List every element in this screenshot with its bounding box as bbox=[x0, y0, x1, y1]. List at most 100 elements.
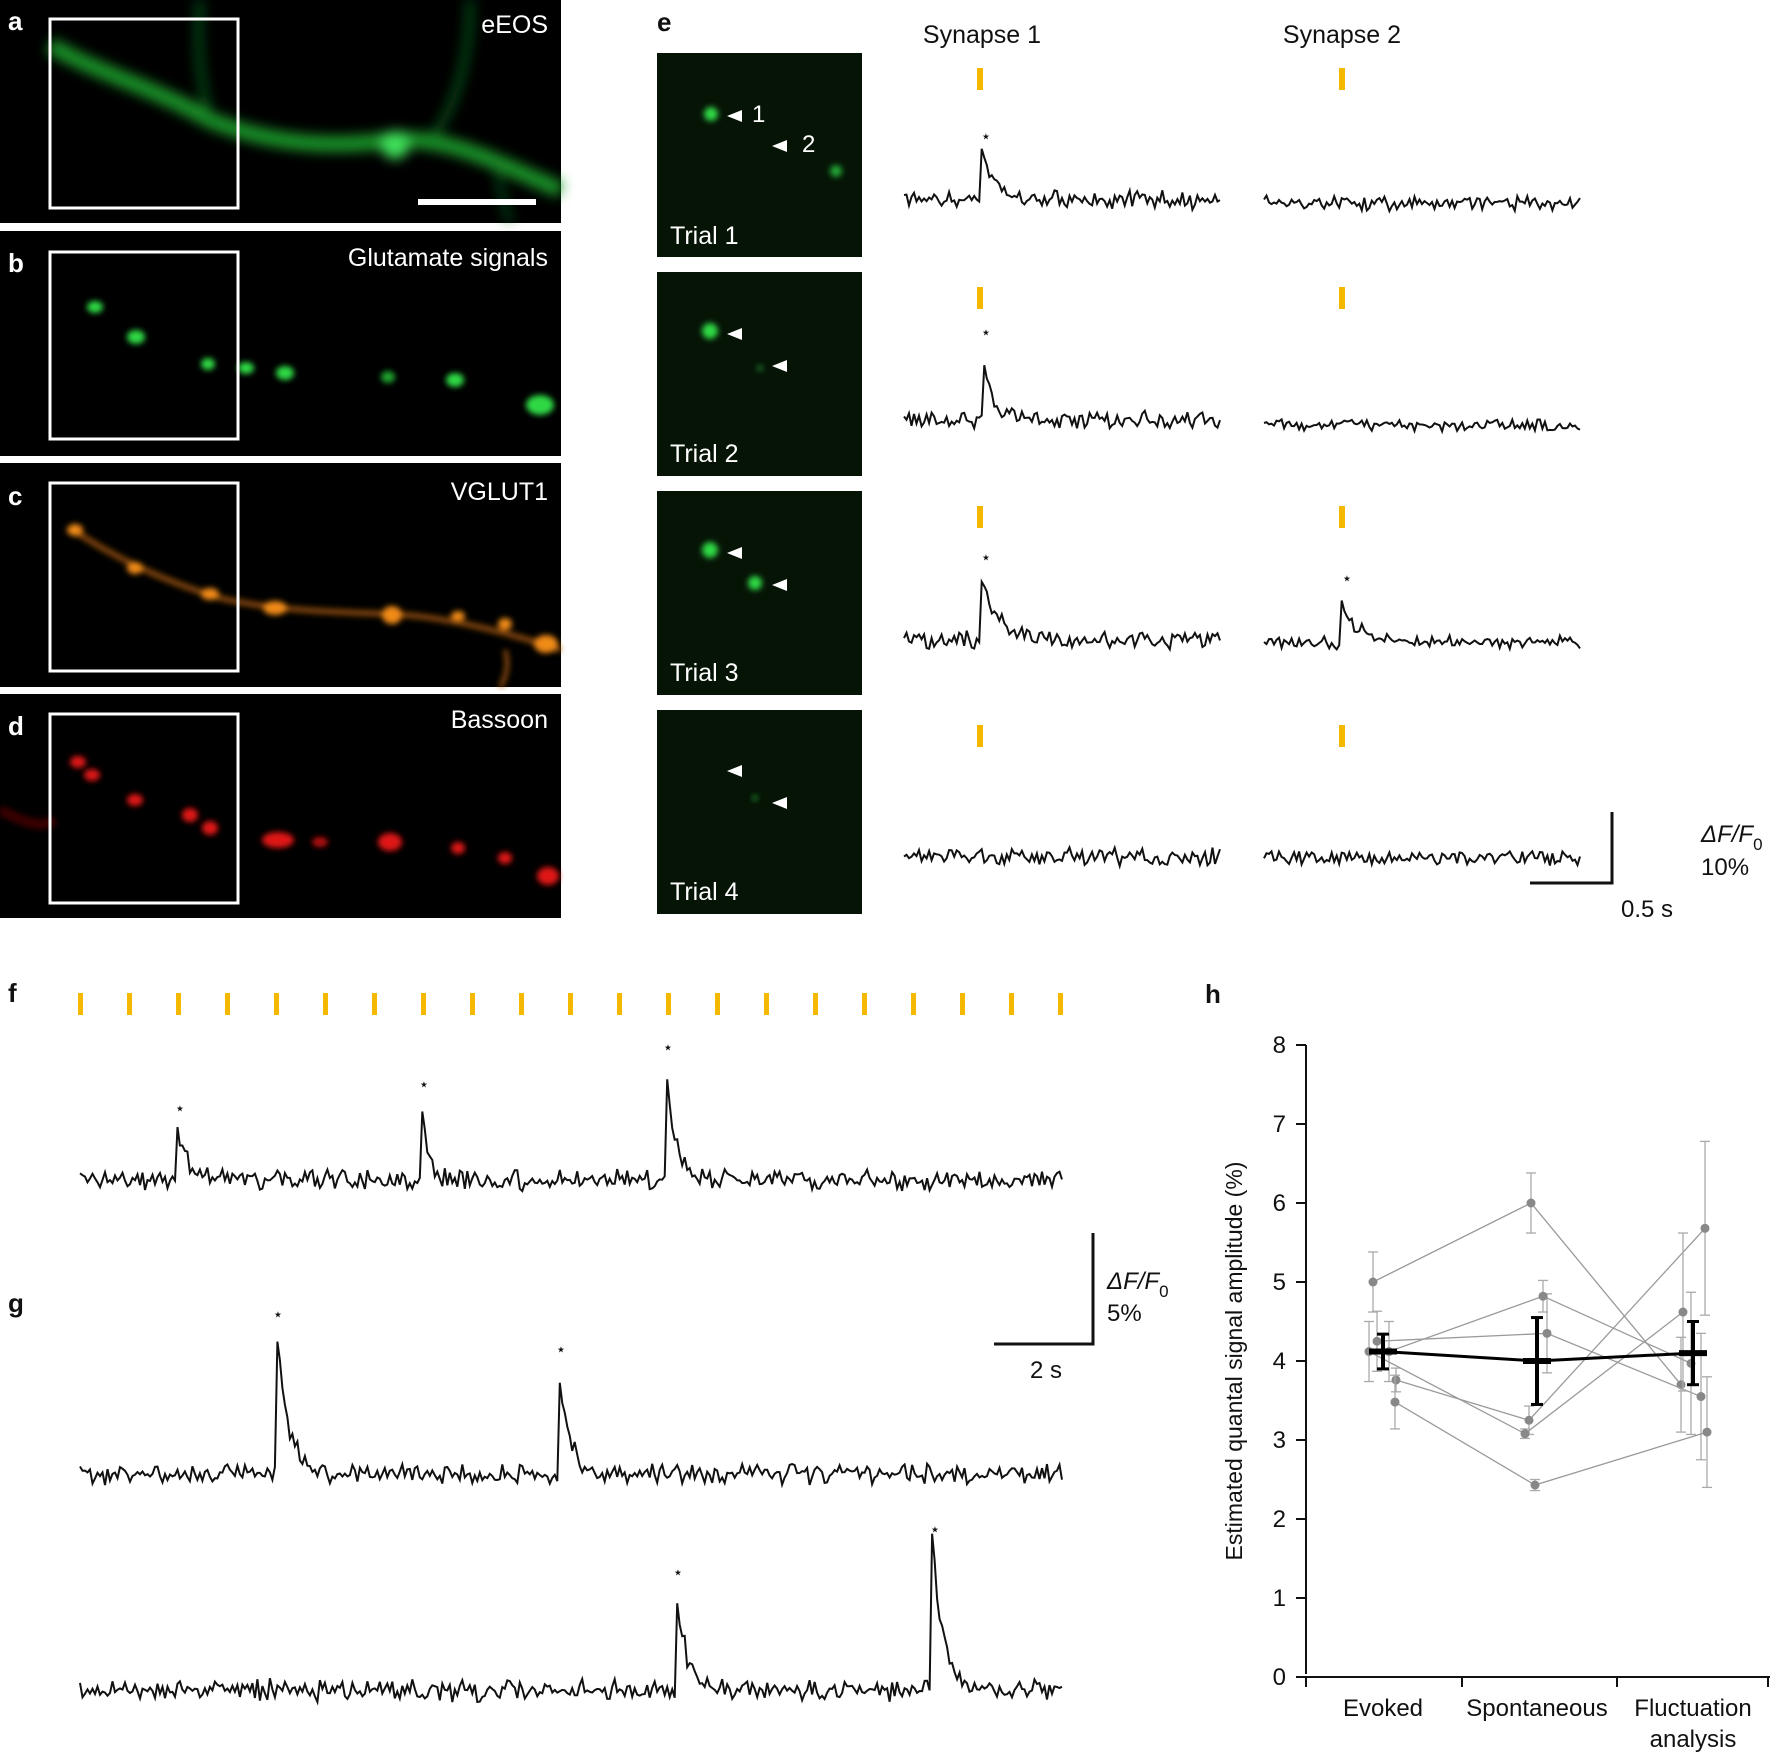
x-category-label: analysis bbox=[1650, 1726, 1737, 1753]
stim-marker bbox=[1339, 725, 1345, 747]
arrowhead-icon bbox=[727, 765, 742, 777]
synapse-1-trial-2-trace bbox=[903, 365, 1221, 432]
arrowhead-icon bbox=[772, 360, 787, 372]
stim-marker bbox=[813, 993, 818, 1015]
panel-f-trace bbox=[79, 1079, 1063, 1194]
panel-a: a eEOS bbox=[0, 0, 565, 225]
trial-label-2: Trial 2 bbox=[670, 440, 739, 468]
panel-h: h 0 1 2 3 4 5 6 7 8 Estimated quantal signal ampl… bbox=[1205, 979, 1770, 1753]
experiment-point bbox=[1372, 1336, 1382, 1346]
panel-letter-b: b bbox=[8, 248, 24, 278]
y-tick-label: 4 bbox=[1273, 1348, 1286, 1375]
arrowhead-icon bbox=[727, 328, 742, 340]
stim-marker bbox=[1058, 993, 1063, 1015]
panel-letter-g: g bbox=[8, 1288, 24, 1318]
panel-letter-e: e bbox=[657, 7, 671, 37]
region-box-d bbox=[48, 712, 240, 905]
trial-label-3: Trial 3 bbox=[670, 659, 739, 687]
scale-e-y-label: ΔF/F0 bbox=[1700, 821, 1763, 854]
arrowhead-icon bbox=[727, 547, 742, 559]
panel-e-stim-markers bbox=[977, 68, 1345, 747]
scale-e-x-label: 0.5 s bbox=[1621, 896, 1673, 923]
event-star: ⋆ bbox=[419, 1075, 430, 1095]
panel-g-traces bbox=[79, 1341, 1063, 1706]
stim-marker bbox=[1339, 287, 1345, 309]
panel-d-background bbox=[0, 694, 561, 918]
y-tick-label: 8 bbox=[1273, 1032, 1286, 1059]
panel-c-label: VGLUT1 bbox=[451, 478, 548, 506]
experiment-point bbox=[1526, 1198, 1536, 1208]
event-star: ⋆ bbox=[673, 1563, 684, 1583]
y-tick-label: 3 bbox=[1273, 1427, 1286, 1454]
trial-label-4: Trial 4 bbox=[670, 878, 739, 906]
y-tick-label: 7 bbox=[1273, 1111, 1286, 1138]
scale-g-y-label: ΔF/F0 bbox=[1106, 1268, 1169, 1301]
event-star: ⋆ bbox=[981, 548, 992, 568]
experiment-point bbox=[1700, 1223, 1710, 1233]
arrowhead-icon bbox=[727, 110, 742, 122]
panel-e-traces bbox=[903, 148, 1581, 870]
stim-marker bbox=[372, 993, 377, 1015]
x-category-label: Evoked bbox=[1343, 1695, 1423, 1722]
scale-bar-a bbox=[418, 199, 536, 205]
synapse-1-trial-1-trace bbox=[903, 148, 1221, 213]
experiment-point bbox=[1391, 1375, 1401, 1385]
stim-marker bbox=[977, 506, 983, 528]
panel-letter-h: h bbox=[1205, 979, 1221, 1009]
arrow-label-2: 2 bbox=[802, 131, 815, 158]
panel-letter-a: a bbox=[8, 6, 23, 36]
stim-marker bbox=[519, 993, 524, 1015]
panel-d-label: Bassoon bbox=[451, 706, 548, 734]
experiment-point bbox=[1678, 1307, 1688, 1317]
event-star: ⋆ bbox=[1342, 569, 1353, 589]
stim-marker bbox=[1339, 506, 1345, 528]
panel-letter-d: d bbox=[8, 711, 24, 741]
stim-marker bbox=[715, 993, 720, 1015]
stim-marker bbox=[764, 993, 769, 1015]
stim-marker bbox=[176, 993, 181, 1015]
synapse-2-trial-1-trace bbox=[1263, 192, 1581, 215]
y-tick-label: 2 bbox=[1273, 1506, 1286, 1533]
stim-marker bbox=[666, 993, 671, 1015]
panel-b: b Glutamate signals bbox=[0, 231, 561, 456]
stim-marker bbox=[323, 993, 328, 1015]
experiment-line bbox=[1395, 1227, 1706, 1421]
panel-c-background bbox=[0, 463, 561, 687]
scale-bar-g: ΔF/F0 5% 2 s bbox=[994, 1233, 1169, 1384]
synapse-2-header: Synapse 2 bbox=[1283, 21, 1401, 49]
y-axis-label: Estimated quantal signal amplitude (%) bbox=[1221, 1162, 1247, 1561]
experiment-point bbox=[1390, 1397, 1400, 1407]
arrowhead-icon bbox=[772, 140, 787, 152]
stim-marker bbox=[1339, 68, 1345, 90]
stim-marker bbox=[470, 993, 475, 1015]
y-tick-label: 6 bbox=[1273, 1190, 1286, 1217]
experiment-point bbox=[1702, 1427, 1712, 1437]
y-tick-label: 0 bbox=[1273, 1664, 1286, 1691]
vglut1-image bbox=[67, 524, 562, 689]
panel-e: e Synapse 1 Synapse 2 1 2 Trial 1 Trial … bbox=[657, 7, 1763, 923]
stim-marker bbox=[977, 725, 983, 747]
panel-b-background bbox=[0, 231, 561, 456]
trial-thumb-4: Trial 4 bbox=[657, 710, 862, 914]
stim-marker bbox=[78, 993, 83, 1015]
stim-marker bbox=[977, 68, 983, 90]
experiment-point bbox=[1524, 1415, 1534, 1425]
trial-thumb-2: Trial 2 bbox=[657, 272, 862, 476]
panel-a-background bbox=[0, 0, 561, 223]
x-category-label: Fluctuation bbox=[1634, 1695, 1751, 1722]
synapse-2-trial-4-trace bbox=[1263, 848, 1581, 869]
scale-e-y-value: 10% bbox=[1701, 854, 1749, 881]
stim-marker bbox=[421, 993, 426, 1015]
experiment-point bbox=[1538, 1291, 1548, 1301]
glutamate-puncta-image bbox=[87, 301, 554, 415]
event-star: ⋆ bbox=[981, 323, 992, 343]
panel-c: c VGLUT1 bbox=[0, 463, 562, 689]
stim-marker bbox=[1009, 993, 1014, 1015]
scale-bar-e: ΔF/F0 10% 0.5 s bbox=[1530, 812, 1763, 923]
region-box-c bbox=[48, 481, 240, 673]
region-box-a bbox=[48, 17, 240, 210]
trial-label-1: Trial 1 bbox=[670, 222, 739, 250]
stim-marker bbox=[568, 993, 573, 1015]
scale-g-x-label: 2 s bbox=[1030, 1357, 1062, 1384]
